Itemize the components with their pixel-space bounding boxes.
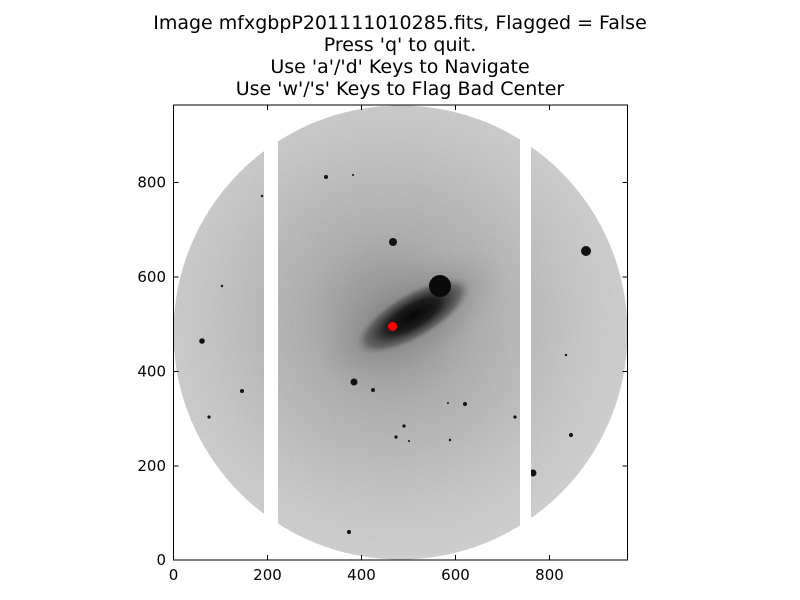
title-line-quit-hint: Press 'q' to quit. xyxy=(323,34,477,56)
x-tick-label-0: 0 xyxy=(169,566,179,584)
plot-title: Image mfxgbpP201111010285.fits, Flagged … xyxy=(0,12,800,100)
star xyxy=(402,424,406,428)
y-tick-label-200: 200 xyxy=(137,457,166,475)
star xyxy=(408,440,410,442)
star xyxy=(463,402,467,406)
y-tick-labels: 0 200 400 600 800 xyxy=(137,174,166,570)
star xyxy=(394,435,398,439)
star xyxy=(240,389,244,393)
star xyxy=(260,194,264,198)
star xyxy=(324,175,328,179)
star xyxy=(389,238,397,246)
x-tick-label-400: 400 xyxy=(347,566,376,584)
y-tick-label-400: 400 xyxy=(137,363,166,381)
star xyxy=(448,438,452,442)
star xyxy=(529,469,537,477)
star xyxy=(581,246,591,256)
star xyxy=(371,388,375,392)
star xyxy=(513,415,517,419)
star xyxy=(447,402,449,404)
star xyxy=(569,433,573,437)
x-tick-label-600: 600 xyxy=(441,566,470,584)
star xyxy=(207,415,211,419)
y-tick-label-600: 600 xyxy=(137,268,166,286)
star xyxy=(350,378,358,386)
title-line-navigate-hint: Use 'a'/'d' Keys to Navigate xyxy=(270,56,530,78)
chip-gap-left xyxy=(264,105,278,560)
star xyxy=(352,174,354,176)
y-axis xyxy=(173,182,628,561)
x-tick-label-200: 200 xyxy=(253,566,282,584)
x-axis xyxy=(173,105,550,560)
y-tick-label-800: 800 xyxy=(137,174,166,192)
title-line-image-status: Image mfxgbpP201111010285.fits, Flagged … xyxy=(153,12,647,34)
y-tick-label-0: 0 xyxy=(156,551,166,569)
star xyxy=(564,353,568,357)
chip-gap-right xyxy=(520,105,531,560)
star xyxy=(199,338,205,344)
center-marker xyxy=(388,321,397,331)
axes-frame xyxy=(173,104,628,561)
x-tick-labels: 0 200 400 600 800 xyxy=(169,566,564,584)
star xyxy=(429,275,451,297)
title-line-flag-hint: Use 'w'/'s' Keys to Flag Bad Center xyxy=(235,78,565,100)
star xyxy=(220,284,224,288)
x-tick-label-800: 800 xyxy=(535,566,564,584)
star xyxy=(347,530,351,534)
image-area xyxy=(173,105,628,560)
